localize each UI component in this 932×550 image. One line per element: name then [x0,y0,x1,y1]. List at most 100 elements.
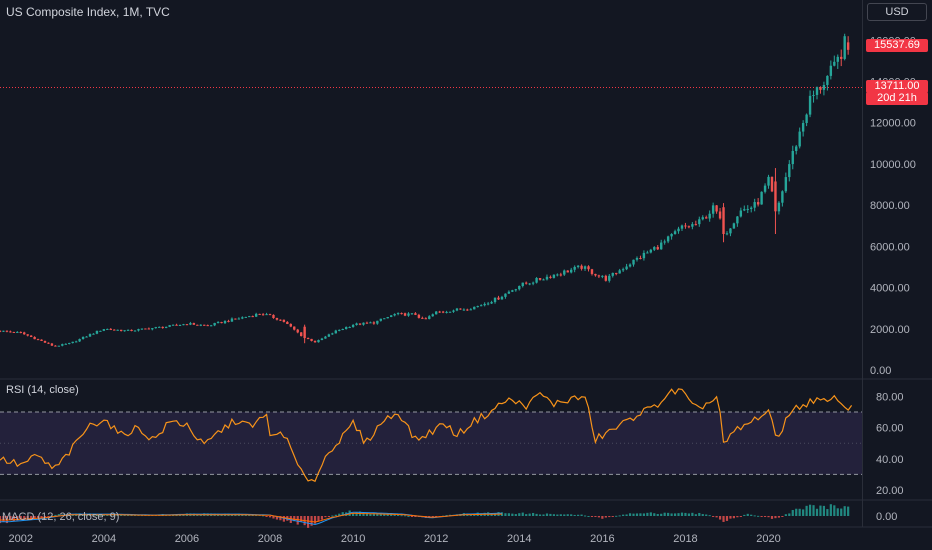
candle-body [241,317,244,319]
macd-histogram-bar [310,516,313,526]
candle-body [393,314,396,316]
candle-body [237,318,241,320]
currency-button[interactable]: USD [867,3,927,21]
price-candles [0,33,862,347]
candle-body [182,324,185,326]
candle-body [327,334,331,337]
macd-histogram-bar [279,516,282,521]
time-axis-tick: 2018 [673,533,697,545]
candle-body [334,330,337,334]
macd-histogram-bar [722,516,725,522]
macd-histogram-bar [628,513,632,516]
candle-body [275,318,279,320]
candle-body [279,319,282,321]
macd-histogram-bar [525,514,528,516]
macd-histogram-bar [826,509,829,516]
candle-body [78,338,81,342]
candle-body [43,340,47,343]
macd-histogram-bar [798,508,801,516]
candle-body [653,247,656,250]
macd-histogram-bar [566,514,569,516]
candle-body [185,324,189,326]
candle-body [320,338,324,341]
candle-body [777,202,781,212]
candle-body [2,330,5,332]
candle-body [705,217,708,219]
macd-histogram-bar [843,506,846,516]
candle-body [507,291,511,294]
candle-body [196,324,199,326]
price-axis-tick: 0.00 [870,365,891,377]
macd-histogram-bar [677,513,680,516]
macd-histogram-bar [50,515,54,517]
candle-body [306,338,310,340]
candle-body [455,308,459,311]
candle-body [130,329,133,332]
macd-histogram-bar [757,515,760,517]
candle-body [725,233,729,235]
macd-histogram-bar [334,514,337,516]
candle-body [147,328,151,330]
candle-body [310,338,313,341]
macd-histogram-bar [639,513,642,516]
time-axis-tick: 2020 [756,533,780,545]
candle-body [29,335,33,337]
macd-histogram-bar [802,509,805,516]
candle-body [116,329,119,331]
macd-histogram-bar [511,513,514,516]
candle-body [687,226,691,228]
candle-body [732,223,736,229]
macd-histogram-bar [43,516,47,517]
candle-body [164,326,168,328]
macd-histogram-bar [840,508,843,516]
macd-histogram-bar [445,515,448,517]
macd-histogram-bar [660,513,663,516]
macd-histogram-bar [102,514,105,516]
candle-body [293,326,296,330]
candle-body [351,324,355,327]
candle-body [403,313,407,316]
candle-body [227,320,230,322]
candle-body [19,331,22,333]
macd-histogram-bar [784,514,787,516]
macd-histogram-bar [296,516,299,525]
macd-histogram-bar [715,516,718,518]
candle-body [178,325,182,327]
macd-histogram-bar [507,513,510,516]
macd-histogram-bar [23,516,26,520]
macd-histogram-bar [611,516,614,517]
candle-body [299,332,303,337]
macd-histogram-bar [601,516,604,519]
candle-body [781,191,784,203]
candle-body [608,275,611,281]
macd-histogram-bar [338,513,341,516]
candle-body [189,323,192,325]
candle-body [663,241,666,243]
candle-body [0,330,2,332]
price-axis-tick: 6000.00 [870,241,910,253]
candle-body [518,286,521,290]
candle-body [452,310,455,312]
macd-axis-tick: 0.00 [876,511,897,523]
rsi-axis-tick: 60.00 [876,423,904,435]
candle-body [590,269,594,274]
candle-body [123,330,126,332]
candle-body [833,61,836,66]
candle-body [583,266,587,269]
candle-body [92,333,95,335]
macd-histogram-bar [822,505,826,516]
macd-histogram-bar [694,514,697,516]
candle-body [563,270,566,275]
candle-body [819,87,822,90]
candle-body [296,329,299,333]
macd-histogram-bar [12,516,15,522]
candle-body [680,225,684,229]
candle-body [836,56,839,62]
macd-histogram-bar [556,514,559,516]
macd-histogram-bar [33,516,36,520]
macd-histogram-bar [313,516,317,524]
macd-histogram-bar [597,516,600,518]
macd-histogram-bar [573,514,576,516]
candle-body [628,264,632,267]
candle-body [826,75,829,85]
